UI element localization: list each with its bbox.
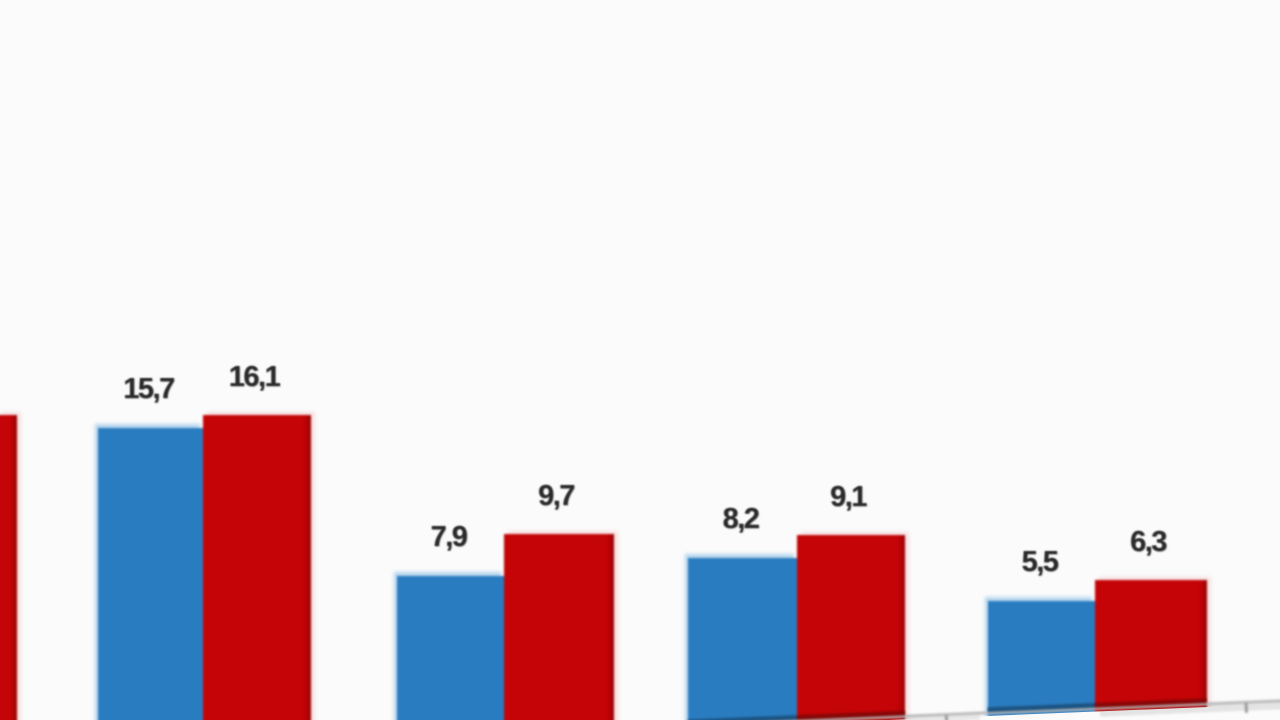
value-label-red-3: 9,1 (830, 480, 867, 513)
bar-red-partial-left (0, 415, 17, 720)
bar-red-group2 (504, 534, 614, 720)
bar-red-group3 (797, 534, 905, 720)
bar-blue-group2 (397, 575, 504, 720)
value-label-red-4: 6,3 (1130, 525, 1167, 558)
value-label-blue-1: 15,7 (123, 372, 175, 405)
value-label-blue-3: 8,2 (722, 502, 760, 535)
value-label-red-2: 9,7 (538, 480, 575, 513)
bar-blue-group4 (988, 600, 1095, 720)
value-label-red-1: 16,1 (228, 361, 281, 394)
bar-red-group1 (203, 415, 311, 720)
value-label-blue-4: 5,5 (1021, 545, 1059, 578)
value-label-blue-2: 7,9 (430, 520, 468, 553)
bar-blue-group1 (98, 427, 203, 720)
bar-blue-group3 (688, 557, 797, 720)
bar-red-group4 (1095, 579, 1207, 720)
